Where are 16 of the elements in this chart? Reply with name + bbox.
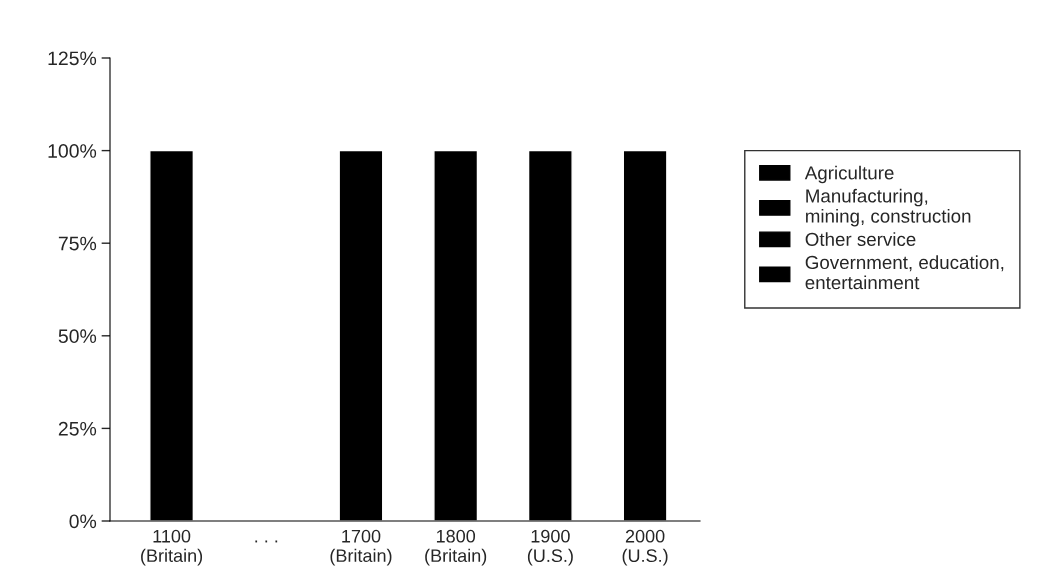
legend-label: Manufacturing, mining, construction bbox=[806, 188, 971, 227]
y-tick-label: 125% bbox=[48, 51, 97, 66]
x-tick-label: 1700 (Britain) bbox=[330, 529, 392, 566]
x-tick-label: 1900 (U.S.) bbox=[527, 529, 573, 566]
x-tick-label: 1100 (Britain) bbox=[141, 529, 203, 566]
y-tick-label: 75% bbox=[58, 236, 97, 251]
y-tick-label: 0% bbox=[69, 514, 97, 529]
x-tick-label: . . . bbox=[255, 540, 278, 543]
y-tick-label: 25% bbox=[58, 421, 97, 436]
legend-label: Government, education, entertainment bbox=[805, 255, 1004, 290]
y-tick-label: 100% bbox=[48, 144, 97, 158]
legend-label: Agriculture bbox=[804, 165, 894, 184]
legend-label: Other service bbox=[805, 232, 916, 246]
x-tick-label: 1800 (Britain) bbox=[425, 529, 487, 566]
y-tick-label: 50% bbox=[58, 329, 97, 344]
x-tick-label: 2000 (U.S.) bbox=[622, 529, 668, 566]
